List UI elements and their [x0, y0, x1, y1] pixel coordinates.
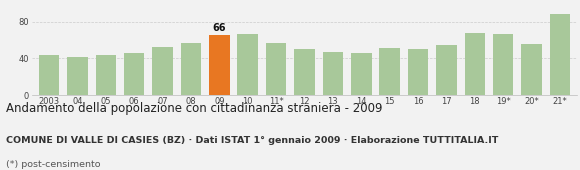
Bar [153, 47, 173, 95]
Bar [67, 57, 88, 95]
Bar [550, 14, 570, 95]
Text: 66: 66 [212, 23, 226, 33]
Bar [322, 52, 343, 95]
Bar [209, 35, 230, 95]
Bar [436, 45, 456, 95]
Bar [521, 44, 542, 95]
Bar [379, 48, 400, 95]
Bar [181, 43, 201, 95]
Bar [408, 49, 428, 95]
Bar [465, 33, 485, 95]
Bar [39, 55, 59, 95]
Text: COMUNE DI VALLE DI CASIES (BZ) · Dati ISTAT 1° gennaio 2009 · Elaborazione TUTTI: COMUNE DI VALLE DI CASIES (BZ) · Dati IS… [6, 136, 498, 145]
Bar [124, 53, 144, 95]
Bar [493, 34, 513, 95]
Bar [96, 55, 116, 95]
Bar [266, 43, 287, 95]
Bar [351, 53, 372, 95]
Text: (*) post-censimento: (*) post-censimento [6, 160, 100, 169]
Bar [294, 49, 315, 95]
Bar [237, 34, 258, 95]
Text: Andamento della popolazione con cittadinanza straniera - 2009: Andamento della popolazione con cittadin… [6, 102, 382, 115]
